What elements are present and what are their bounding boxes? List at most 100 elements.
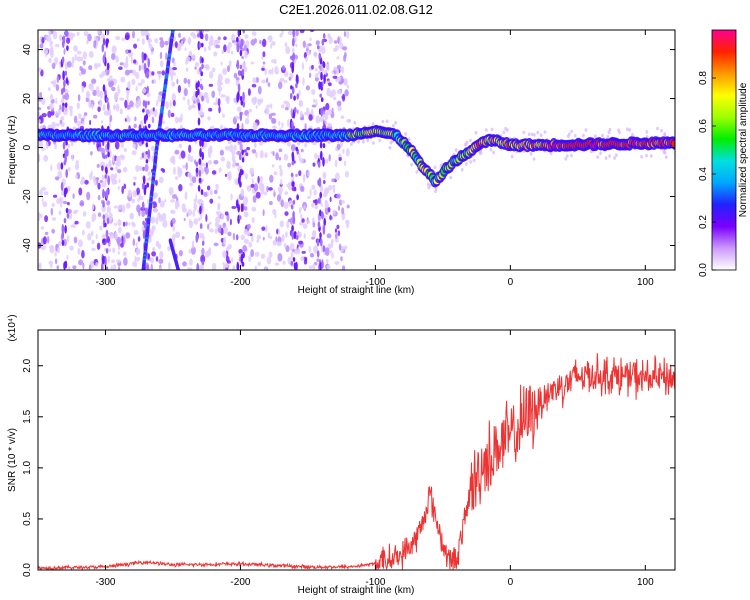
noise-speck <box>203 141 208 148</box>
noise-speck <box>74 220 79 225</box>
noise-speck <box>371 122 375 126</box>
noise-speck <box>149 257 155 264</box>
noise-speck <box>584 128 588 132</box>
noise-speck <box>206 96 210 104</box>
noise-speck <box>271 41 276 46</box>
noise-speck <box>261 79 266 84</box>
noise-speck <box>150 145 156 152</box>
noise-speck <box>660 128 663 133</box>
noise-speck <box>266 104 271 108</box>
noise-speck <box>522 130 526 135</box>
noise-speck <box>172 72 177 76</box>
noise-speck <box>158 258 164 264</box>
noise-speck <box>178 143 183 149</box>
noise-speck <box>123 251 127 256</box>
noise-speck <box>91 247 96 251</box>
noise-speck <box>112 154 115 163</box>
noise-speck <box>181 236 185 240</box>
noise-speck <box>303 205 306 210</box>
noise-speck <box>93 40 97 49</box>
noise-speck <box>247 88 251 96</box>
noise-speck <box>148 176 152 181</box>
noise-streak <box>106 188 109 195</box>
noise-speck <box>72 193 75 199</box>
noise-speck <box>269 201 273 205</box>
noise-speck <box>58 210 62 216</box>
noise-speck <box>294 187 297 192</box>
noise-speck <box>255 76 259 83</box>
noise-streak <box>101 262 104 270</box>
noise-speck <box>127 189 133 198</box>
noise-speck <box>287 162 292 168</box>
noise-streak <box>102 54 106 64</box>
noise-speck <box>209 189 213 196</box>
noise-speck <box>130 212 134 220</box>
noise-speck <box>311 104 317 108</box>
noise-speck <box>145 151 148 155</box>
noise-speck <box>211 125 215 130</box>
noise-speck <box>172 194 177 199</box>
noise-speck <box>153 194 157 200</box>
noise-speck <box>280 178 283 186</box>
noise-speck <box>283 201 289 210</box>
noise-speck <box>203 192 208 197</box>
noise-speck <box>472 158 476 163</box>
noise-speck <box>172 99 176 107</box>
noise-speck <box>52 30 58 40</box>
noise-speck <box>312 263 316 270</box>
noise-speck <box>250 39 256 46</box>
noise-streak <box>322 143 326 149</box>
noise-speck <box>607 130 611 134</box>
snr-ylabel: SNR (10 * v/v) <box>7 428 18 492</box>
noise-speck <box>215 216 221 224</box>
noise-speck <box>48 30 51 37</box>
noise-streak <box>242 101 246 108</box>
noise-speck <box>287 30 293 36</box>
noise-speck <box>158 197 161 204</box>
noise-speck <box>301 62 305 71</box>
noise-speck <box>106 200 111 206</box>
noise-speck <box>38 262 42 270</box>
noise-speck <box>134 255 137 263</box>
noise-speck <box>141 210 146 217</box>
noise-speck <box>327 207 331 213</box>
snr-series-line <box>38 353 675 570</box>
noise-speck <box>151 116 155 124</box>
noise-speck <box>121 185 124 195</box>
noise-speck <box>307 43 312 47</box>
noise-speck <box>337 105 342 112</box>
noise-streak <box>320 97 324 102</box>
noise-speck <box>150 51 154 55</box>
noise-speck <box>338 243 342 251</box>
noise-speck <box>86 91 91 99</box>
noise-speck <box>208 221 212 225</box>
spectrogram-xtick-label: 0 <box>508 277 514 288</box>
noise-speck <box>219 149 224 156</box>
noise-speck <box>154 179 158 186</box>
noise-speck <box>148 267 152 270</box>
noise-speck <box>110 265 113 270</box>
noise-streak <box>64 30 68 38</box>
noise-speck <box>50 44 53 53</box>
noise-speck <box>227 174 232 181</box>
noise-speck <box>342 245 348 250</box>
spectrogram-frame <box>37 29 676 271</box>
noise-speck <box>113 92 118 101</box>
noise-speck <box>180 40 184 47</box>
noise-streak <box>104 191 107 196</box>
noise-streak <box>320 71 323 81</box>
noise-speck <box>346 84 350 89</box>
noise-speck <box>415 170 419 174</box>
noise-speck <box>608 154 611 158</box>
noise-streak <box>239 153 242 161</box>
noise-speck <box>178 155 182 160</box>
noise-speck <box>213 242 219 247</box>
noise-speck <box>83 31 89 37</box>
noise-streak <box>197 185 201 192</box>
noise-speck <box>132 69 136 76</box>
noise-speck <box>220 94 226 98</box>
noise-streak <box>292 37 295 47</box>
noise-speck <box>101 234 107 238</box>
noise-speck <box>48 57 52 64</box>
